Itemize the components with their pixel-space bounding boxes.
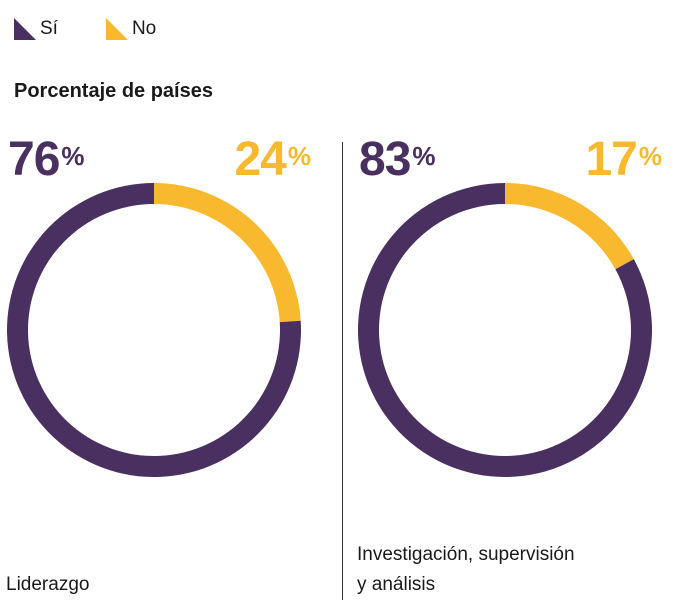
legend-swatch-si xyxy=(14,18,36,40)
percent-yes-investigacion: 83% xyxy=(359,132,436,188)
chart-label-line-1: Investigación, supervisión xyxy=(357,544,575,565)
legend-label-si: Sí xyxy=(40,18,58,39)
percent-no-value: 17 xyxy=(585,133,637,186)
donut-chart-investigacion: 83% 17% Investigación, supervisión y aná… xyxy=(357,128,667,600)
chart-divider xyxy=(342,142,343,600)
percent-yes-value: 76 xyxy=(8,133,60,186)
percent-yes-symbol: % xyxy=(61,141,84,171)
slice-no xyxy=(505,183,634,270)
chart-subtitle: Porcentaje de países xyxy=(14,80,213,102)
chart-label-liderazgo: Liderazgo xyxy=(6,574,90,595)
percent-no-value: 24 xyxy=(234,133,286,186)
percent-no-symbol: % xyxy=(638,141,662,171)
percent-yes-liderazgo: 76% xyxy=(8,132,85,188)
legend-item-no: No xyxy=(105,18,157,40)
slice-no xyxy=(154,183,301,323)
chart-label-line-2: y análisis xyxy=(357,574,436,595)
donut-ring-liderazgo xyxy=(6,183,302,477)
percent-no-investigacion: 17% xyxy=(585,132,662,188)
chart-label-investigacion: Investigación, supervisión y análisis xyxy=(357,540,657,600)
legend-swatch-no xyxy=(105,18,128,40)
legend-label-no: No xyxy=(131,18,157,39)
percent-yes-value: 83 xyxy=(359,133,411,186)
donut-chart-liderazgo: 76% 24% Liderazgo xyxy=(6,128,316,600)
percent-yes-symbol: % xyxy=(412,141,435,171)
percent-no-symbol: % xyxy=(287,141,311,171)
legend: Sí No xyxy=(14,18,204,40)
donut-ring-investigacion xyxy=(358,183,652,477)
percent-no-liderazgo: 24% xyxy=(234,132,311,188)
legend-item-si: Sí xyxy=(14,18,58,40)
